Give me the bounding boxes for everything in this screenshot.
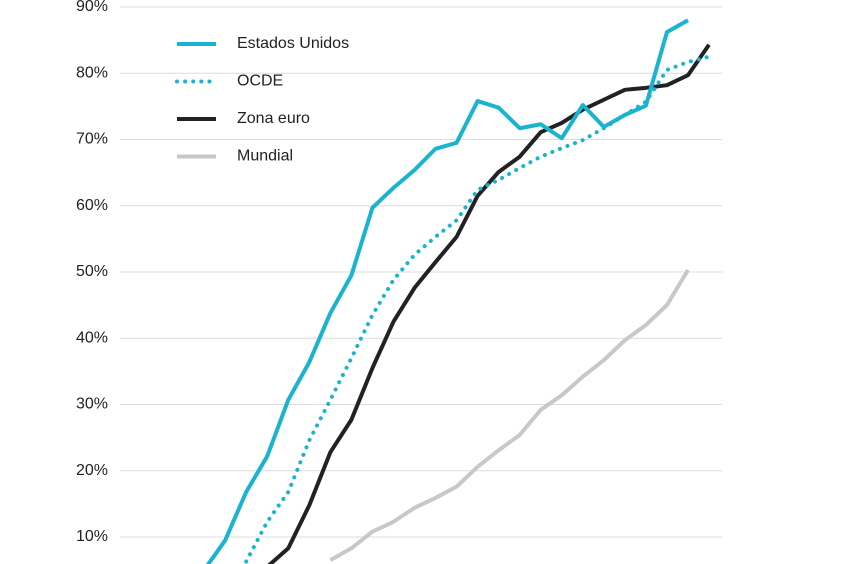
y-tick-label: 70% xyxy=(76,131,108,148)
y-tick-label: 30% xyxy=(76,396,108,413)
y-tick-label: 10% xyxy=(76,528,108,545)
legend-label: OCDE xyxy=(237,73,283,90)
legend-label: Zona euro xyxy=(237,110,310,127)
y-tick-label: 20% xyxy=(76,462,108,479)
y-tick-label: 50% xyxy=(76,263,108,280)
y-tick-label: 60% xyxy=(76,197,108,214)
y-tick-label: 40% xyxy=(76,329,108,346)
y-tick-label: 80% xyxy=(76,64,108,81)
legend-label: Estados Unidos xyxy=(237,35,349,52)
y-tick-label: 90% xyxy=(76,0,108,15)
legend-label: Mundial xyxy=(237,148,293,165)
series-line xyxy=(329,268,690,562)
series-line xyxy=(206,18,689,564)
